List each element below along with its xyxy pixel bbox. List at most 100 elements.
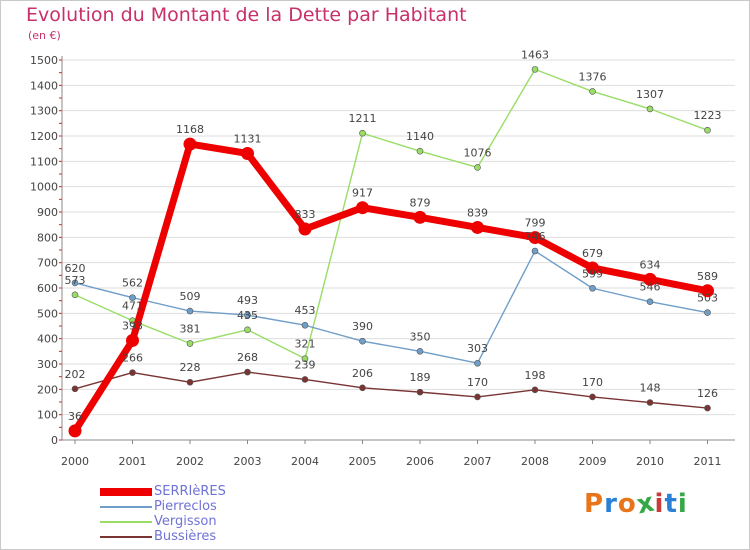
data-point-bussieres xyxy=(129,369,136,376)
data-point-pierreclos xyxy=(359,337,366,345)
x-tick-label: 2004 xyxy=(291,455,319,468)
data-label-pierreclos: 509 xyxy=(180,290,201,303)
data-label-serrieres: 1168 xyxy=(176,123,204,136)
data-label-vergisson: 1223 xyxy=(694,109,722,122)
y-tick-label: 500 xyxy=(37,307,58,320)
y-tick-label: 600 xyxy=(37,282,58,295)
data-label-bussieres: 189 xyxy=(410,371,431,384)
data-point-bussieres xyxy=(474,393,481,401)
y-tick-label: 1100 xyxy=(30,155,58,168)
data-label-bussieres: 170 xyxy=(582,376,603,389)
data-point-vergisson xyxy=(416,147,424,155)
legend-swatch-serrieres xyxy=(100,488,152,496)
chart-legend: SERRIèRES Pierreclos Vergisson Bussières xyxy=(100,484,360,545)
series-line-bussieres xyxy=(74,371,709,409)
y-tick-label: 1500 xyxy=(30,54,58,67)
data-point-bussieres xyxy=(646,399,654,406)
data-point-bussieres xyxy=(186,378,194,386)
data-point-serrieres xyxy=(183,137,197,151)
y-tick-label: 0 xyxy=(51,434,58,447)
data-label-serrieres: 1131 xyxy=(234,132,262,145)
data-label-pierreclos: 493 xyxy=(237,294,258,307)
data-point-vergisson xyxy=(704,126,711,134)
data-point-serrieres xyxy=(413,210,427,224)
data-label-vergisson: 381 xyxy=(180,322,201,335)
data-label-bussieres: 228 xyxy=(180,361,201,374)
data-point-pierreclos xyxy=(71,279,79,287)
data-label-serrieres: 839 xyxy=(467,206,488,219)
data-point-pierreclos xyxy=(244,311,251,319)
data-label-vergisson: 1463 xyxy=(521,48,549,61)
data-point-serrieres xyxy=(586,261,599,275)
data-label-vergisson: 471 xyxy=(122,300,143,313)
data-label-pierreclos: 546 xyxy=(640,281,661,294)
y-tick-label: 100 xyxy=(37,409,58,422)
legend-label-vergisson: Vergisson xyxy=(154,514,217,529)
data-label-pierreclos: 390 xyxy=(352,320,373,333)
y-tick-label: 900 xyxy=(37,206,58,219)
x-tick-label: 2000 xyxy=(61,455,89,468)
data-label-pierreclos: 562 xyxy=(122,277,143,290)
data-label-pierreclos: 453 xyxy=(295,304,316,317)
data-point-pierreclos xyxy=(416,348,424,355)
data-point-serrieres xyxy=(643,272,657,286)
data-point-bussieres xyxy=(244,368,251,376)
data-label-vergisson: 1307 xyxy=(636,88,664,101)
data-point-pierreclos xyxy=(704,309,711,316)
data-point-vergisson xyxy=(186,340,194,347)
y-tick-label: 300 xyxy=(37,358,58,371)
data-point-pierreclos xyxy=(301,321,309,329)
y-tick-label: 1200 xyxy=(30,130,58,143)
y-tick-label: 1300 xyxy=(30,105,58,118)
data-label-serrieres: 679 xyxy=(582,247,603,260)
data-point-serrieres xyxy=(68,424,82,438)
x-tick-label: 2007 xyxy=(464,455,492,468)
data-point-pierreclos xyxy=(589,284,596,292)
data-label-bussieres: 239 xyxy=(295,358,316,371)
data-label-vergisson: 1140 xyxy=(406,130,434,143)
data-label-serrieres: 634 xyxy=(640,258,661,271)
legend-swatch-bussieres xyxy=(100,536,152,538)
data-label-pierreclos: 746 xyxy=(525,230,546,243)
data-point-serrieres xyxy=(126,333,139,347)
legend-swatch-vergisson xyxy=(100,521,152,523)
data-point-bussieres xyxy=(301,376,309,383)
x-tick-label: 2005 xyxy=(349,455,377,468)
data-point-vergisson xyxy=(531,66,539,73)
data-label-serrieres: 589 xyxy=(697,270,718,283)
y-tick-label: 400 xyxy=(37,333,58,346)
data-label-vergisson: 321 xyxy=(295,338,316,351)
data-label-bussieres: 126 xyxy=(697,387,718,400)
data-label-serrieres: 833 xyxy=(295,208,316,221)
legend-label-serrieres: SERRIèRES xyxy=(154,484,226,499)
data-point-bussieres xyxy=(704,404,711,412)
legend-item-bussieres: Bussières xyxy=(100,529,360,545)
legend-label-pierreclos: Pierreclos xyxy=(154,499,217,514)
data-label-bussieres: 148 xyxy=(640,382,661,395)
y-tick-label: 800 xyxy=(37,231,58,244)
data-label-vergisson: 435 xyxy=(237,309,258,322)
legend-swatch-pierreclos xyxy=(100,506,152,508)
data-point-serrieres xyxy=(528,231,542,245)
legend-item-pierreclos: Pierreclos xyxy=(100,499,360,515)
data-label-pierreclos: 350 xyxy=(410,330,431,343)
data-label-pierreclos: 599 xyxy=(582,267,603,280)
series-line-pierreclos xyxy=(74,250,709,364)
data-label-serrieres: 36 xyxy=(68,410,82,423)
data-label-pierreclos: 620 xyxy=(65,262,86,275)
data-point-bussieres xyxy=(589,393,596,401)
data-point-vergisson xyxy=(71,291,79,299)
data-label-vergisson: 573 xyxy=(65,274,86,287)
x-tick-label: 2009 xyxy=(579,455,607,468)
data-label-bussieres: 170 xyxy=(467,376,488,389)
data-point-vergisson xyxy=(301,355,309,362)
y-tick-label: 1000 xyxy=(30,181,58,194)
data-label-pierreclos: 503 xyxy=(697,292,718,305)
data-label-bussieres: 198 xyxy=(525,369,546,382)
data-label-bussieres: 268 xyxy=(237,351,258,364)
data-point-bussieres xyxy=(71,385,79,393)
data-label-serrieres: 393 xyxy=(122,319,143,332)
data-point-pierreclos xyxy=(474,359,481,367)
data-point-vergisson xyxy=(589,88,596,95)
